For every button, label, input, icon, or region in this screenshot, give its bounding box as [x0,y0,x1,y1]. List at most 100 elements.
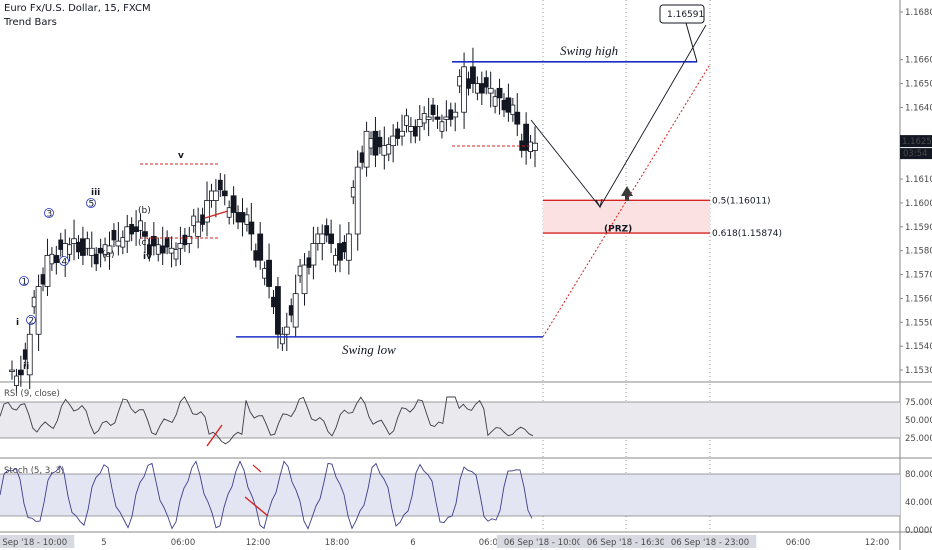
price-tick-label: 1.16400 [905,103,932,113]
candle-body [315,233,321,244]
candle-body [487,87,494,94]
candle-body [354,166,361,235]
candle-body [106,245,113,254]
projection-arrowhead [595,198,603,209]
candle-body [204,200,210,223]
candle-body [76,241,81,253]
candle-body [395,128,401,139]
candle-body [93,253,99,265]
candle-body [155,244,161,255]
up-arrow-icon [621,186,633,201]
stoch-tick-label: 0.0000 [905,526,932,536]
wave-label-abc: (b) [138,206,151,216]
candle-body [186,235,193,244]
candle-body [248,221,255,235]
dotted-trend-line [542,64,711,338]
swing-high-callout [659,4,705,24]
candle-body [200,214,205,225]
candle-body [359,152,365,163]
chart-style: Trend Bars [4,17,57,28]
wave-label-red: v [178,151,184,161]
candle-body [404,115,409,126]
candle-body [461,66,467,113]
candle-body [434,116,441,120]
candle-body [58,239,64,250]
time-tick-label: 18:00 [325,538,350,548]
stoch-tick-label: 40.0000 [905,498,932,508]
countdown-label: 03:54 [903,149,928,159]
price-tick-label: 1.15900 [905,223,932,233]
candle-body [266,259,272,287]
swing-high-label: Swing high [560,43,618,58]
wave-label-blue: 1 [22,278,28,288]
candle-body [466,78,471,89]
time-highlight-badge [496,535,590,548]
candle-body [297,265,303,277]
price-tick-label: 1.15500 [905,318,932,328]
candle-body [115,240,122,247]
wave-label-blue: 2 [29,317,35,327]
candle-body [14,375,19,386]
candle-body [283,326,290,335]
candle-body [209,190,214,201]
candle-body [345,233,352,261]
candle-body [301,264,308,295]
time-highlight-badge [579,535,673,548]
price-tick-label: 1.15600 [905,294,932,304]
candle-body [368,138,374,149]
time-tick-label: 06:00 [479,538,504,548]
candle-body [407,126,414,132]
price-tick-label: 1.15300 [905,366,932,376]
candle-body [120,237,126,248]
candle-body [333,255,338,266]
wave-circle [44,208,54,218]
candle-body [26,333,33,376]
candle-body [292,293,299,328]
candle-body [17,369,24,376]
candle-body [342,241,347,253]
chart-title: Euro Fx/U.S. Dollar, 15, FXCM [4,3,151,14]
wave-circle [19,276,29,286]
time-tick-label: 12:00 [865,538,890,548]
fib-0618-label: 0.618(1.15874) [712,229,782,239]
candle-body [470,66,476,84]
price-tick-label: 1.16000 [905,199,932,209]
candle-body [279,333,285,345]
candle-body [257,233,264,261]
candle-body [386,144,392,155]
time-tick-label: 6 [410,538,415,548]
candle-body [412,126,418,137]
candle-body [212,190,219,201]
rsi-band [0,402,900,438]
candle-body [474,83,480,94]
callout-pointer [685,22,698,62]
candle-body [133,226,140,232]
candle-body [324,225,330,236]
candle-body [457,76,463,87]
candle-body [439,121,445,132]
prz-label: (PRZ) [604,224,632,234]
wave-label-red: iii [91,188,100,198]
stoch-line [0,460,533,530]
candle-body [523,123,530,151]
candle-body [138,220,143,231]
candle-body [430,104,436,116]
candle-body [514,111,521,125]
candle-body [532,142,538,151]
wave-label-red: iv [143,252,152,262]
candle-body [88,247,95,256]
candle-body [173,249,179,260]
candle-body [275,286,281,335]
candle-body [421,113,427,124]
countdown-badge [900,148,932,160]
candle-body [271,296,276,308]
candle-body [129,224,135,235]
candle-body [443,116,450,120]
candle-body [399,130,405,137]
candle-body [217,179,223,191]
candle-body [452,111,459,118]
candle-body [381,145,388,156]
last-price-label: 1.16259 [902,137,932,147]
candle-body [111,229,117,241]
